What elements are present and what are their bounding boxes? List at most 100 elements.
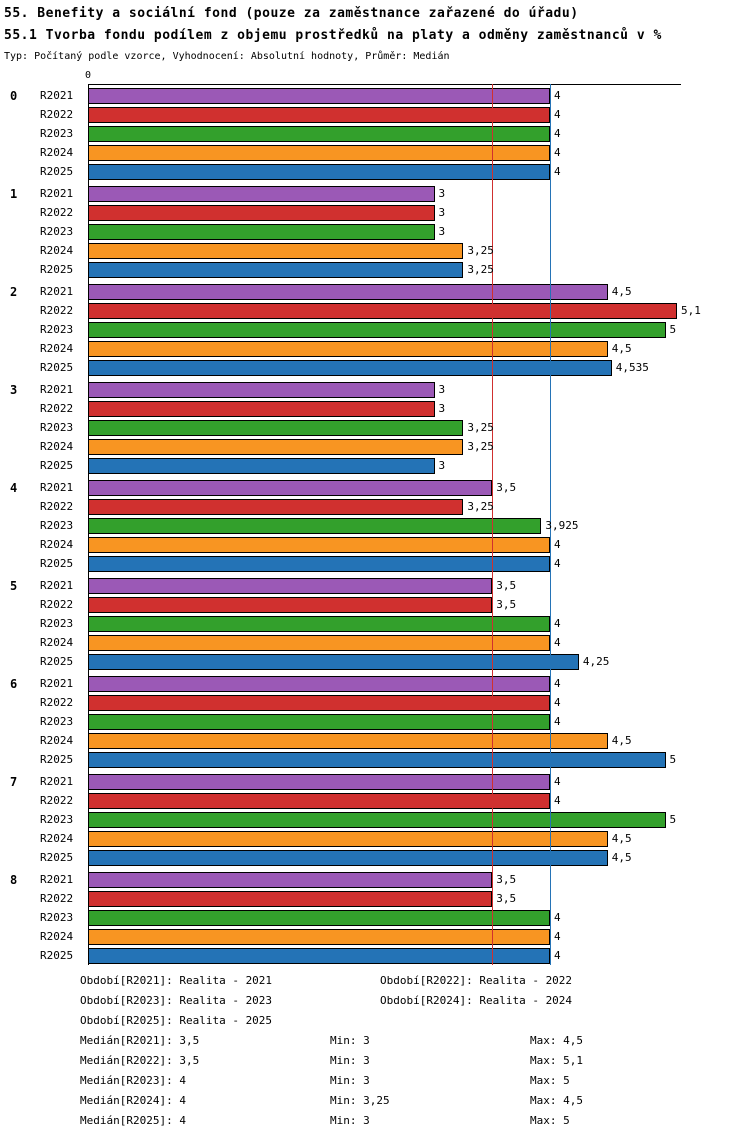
- series-label: R2023: [40, 127, 74, 140]
- group-label: 6: [10, 676, 18, 691]
- bar: [88, 947, 550, 964]
- bar-row: R2023 3: [0, 222, 750, 241]
- series-label: R2022: [40, 206, 74, 219]
- bar: [88, 849, 608, 866]
- series-label: R2021: [40, 873, 74, 886]
- series-label: R2025: [40, 165, 74, 178]
- bar-row: R2022 3,5: [0, 595, 750, 614]
- bar: [88, 773, 550, 790]
- bar: [88, 653, 579, 670]
- bar-row: R2023 3,25: [0, 418, 750, 437]
- bar-value-label: 5,1: [681, 304, 701, 317]
- bar-value-label: 4: [554, 557, 561, 570]
- bar: [88, 438, 464, 455]
- bar-value-label: 3,25: [467, 421, 494, 434]
- bar-row: R2022 3,25: [0, 497, 750, 516]
- bar-value-label: 5: [669, 753, 677, 766]
- series-label: R2023: [40, 519, 74, 532]
- bar: [88, 302, 678, 319]
- bar-value-label: 4: [554, 538, 561, 551]
- bar-row: R2024 4,5: [0, 829, 750, 848]
- bar-row: 7 R2021 4: [0, 772, 750, 791]
- bar: [88, 634, 550, 651]
- bar-value-label: 4: [554, 794, 561, 807]
- legend-item: Období[R2022]: Realita - 2022: [380, 973, 573, 987]
- series-label: R2025: [40, 361, 74, 374]
- stats-row: Medián[R2022]: 3,5 Min: 3 Max: 5,1: [80, 1050, 680, 1070]
- bar-row: R2022 3,5: [0, 889, 750, 908]
- legend-item: Období[R2023]: Realita - 2023: [80, 993, 273, 1007]
- bar-value-label: 4: [554, 775, 561, 788]
- bar-value-label: 3,5: [496, 579, 517, 592]
- bar-value-label: 3: [438, 383, 446, 396]
- bar-row: 3 R2021 3: [0, 380, 750, 399]
- series-label: R2024: [40, 636, 74, 649]
- bar-row: R2025 5: [0, 750, 750, 769]
- bar-group: 2 R2021 4,5 R2022 5,1 R2023 5 R2024 4,5 R2025 4,53…: [0, 282, 750, 377]
- legend-item: Období[R2021]: Realita - 2021: [80, 973, 273, 987]
- stat-min: Min: 3: [330, 1053, 370, 1067]
- group-label: 2: [10, 284, 18, 299]
- bar-row: 1 R2021 3: [0, 184, 750, 203]
- bar-row: R2024 4: [0, 143, 750, 162]
- bar-value-label: 5: [669, 813, 677, 826]
- chart-subtitle: 55.1 Tvorba fondu podílem z objemu prost…: [4, 28, 662, 43]
- bar: [88, 283, 608, 300]
- chart-meta: Typ: Počítaný podle vzorce, Vyhodnocení:…: [4, 51, 450, 62]
- bar: [88, 185, 435, 202]
- bar: [88, 811, 666, 828]
- bar: [88, 615, 550, 632]
- group-label: 3: [10, 382, 18, 397]
- stats-row: Medián[R2024]: 4 Min: 3,25 Max: 4,5: [80, 1090, 680, 1110]
- bar: [88, 479, 493, 496]
- bar-row: R2025 4,5: [0, 848, 750, 867]
- legend-row: Období[R2023]: Realita - 2023 Období[R20…: [80, 990, 680, 1010]
- bar-value-label: 3,5: [496, 873, 517, 886]
- series-label: R2025: [40, 557, 74, 570]
- bar: [88, 381, 435, 398]
- bar-group: 8 R2021 3,5 R2022 3,5 R2023 4 R2024 4 R2025 4: [0, 870, 750, 965]
- bar: [88, 871, 493, 888]
- series-label: R2024: [40, 244, 74, 257]
- bar-value-label: 4: [554, 146, 561, 159]
- bar-value-label: 4,535: [615, 361, 649, 374]
- series-label: R2025: [40, 655, 74, 668]
- stat-max: Max: 4,5: [530, 1093, 583, 1107]
- series-label: R2024: [40, 832, 74, 845]
- series-label: R2023: [40, 323, 74, 336]
- stat-max: Max: 5: [530, 1113, 570, 1127]
- bar: [88, 419, 464, 436]
- median-line: [550, 84, 551, 965]
- stat-median: Medián[R2022]: 3,5: [80, 1053, 200, 1067]
- bar: [88, 909, 550, 926]
- bar: [88, 261, 464, 278]
- chart-title: 55. Benefity a sociální fond (pouze za z…: [4, 6, 579, 21]
- series-label: R2025: [40, 949, 74, 962]
- bar-row: R2024 4,5: [0, 731, 750, 750]
- bar-value-label: 4: [554, 696, 561, 709]
- series-label: R2021: [40, 481, 74, 494]
- bar: [88, 596, 493, 613]
- bar-row: 8 R2021 3,5: [0, 870, 750, 889]
- bar-value-label: 3,25: [467, 244, 494, 257]
- bar-row: R2025 4,25: [0, 652, 750, 671]
- stats-row: Medián[R2025]: 4 Min: 3 Max: 5: [80, 1110, 680, 1130]
- bar: [88, 457, 435, 474]
- series-label: R2023: [40, 813, 74, 826]
- bar-row: 6 R2021 4: [0, 674, 750, 693]
- x-axis-line: [88, 84, 681, 85]
- bar: [88, 713, 550, 730]
- bar-value-label: 3,5: [496, 481, 517, 494]
- bar-value-label: 5: [669, 323, 677, 336]
- legend-item: Období[R2024]: Realita - 2024: [380, 993, 573, 1007]
- bar-row: R2025 3,25: [0, 260, 750, 279]
- bar: [88, 400, 435, 417]
- bar-row: R2022 3: [0, 399, 750, 418]
- group-label: 8: [10, 872, 18, 887]
- series-label: R2023: [40, 421, 74, 434]
- bar: [88, 536, 550, 553]
- bar-row: R2023 4: [0, 908, 750, 927]
- bar: [88, 830, 608, 847]
- series-label: R2021: [40, 579, 74, 592]
